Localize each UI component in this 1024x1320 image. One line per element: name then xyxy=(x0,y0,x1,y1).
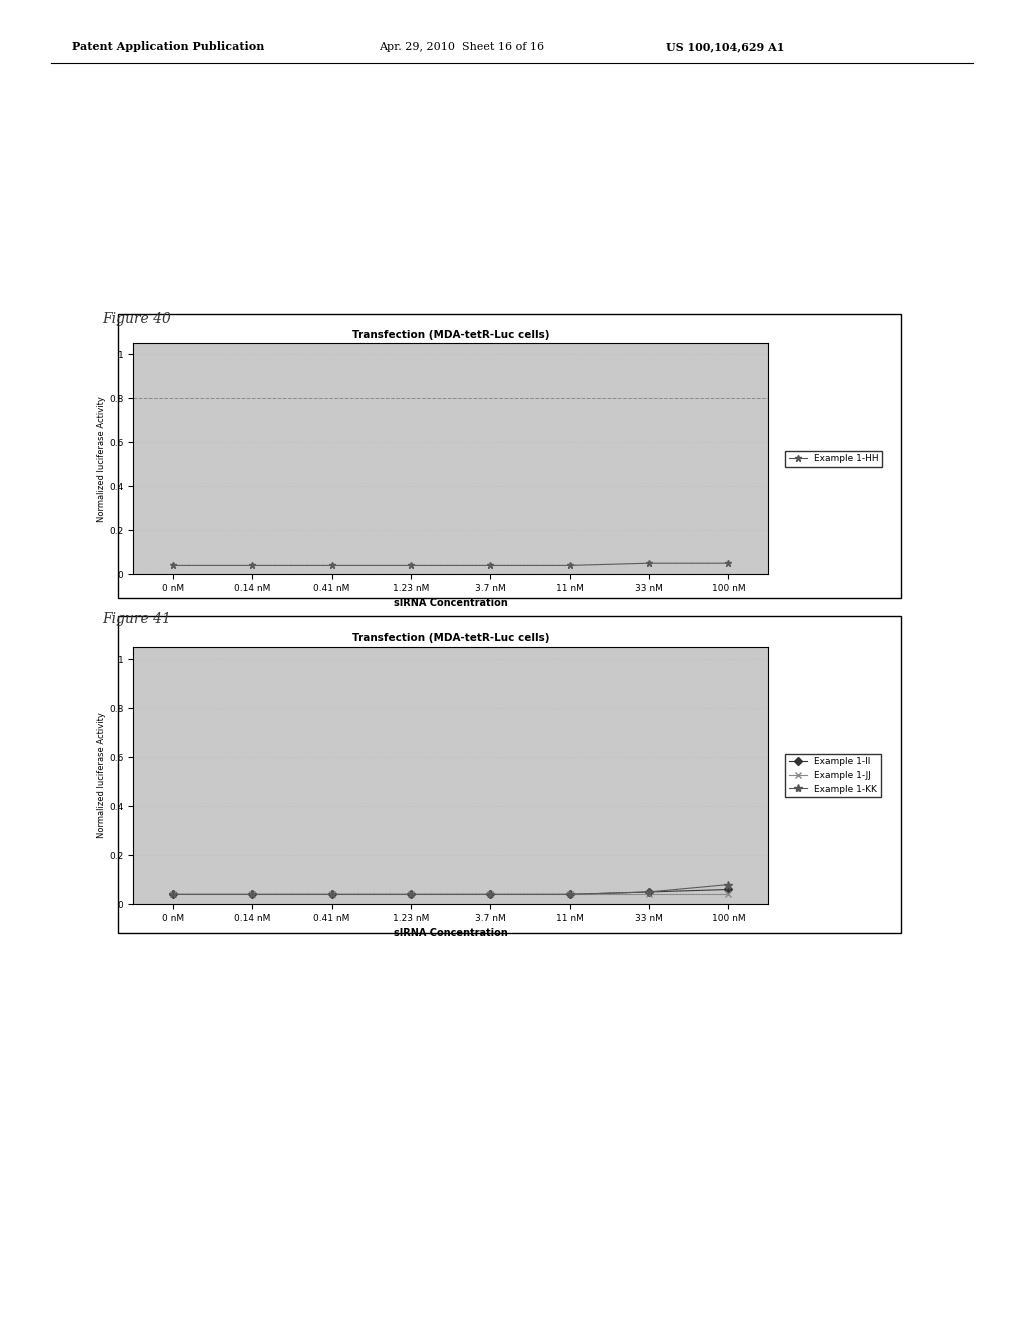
Line: Example 1-KK: Example 1-KK xyxy=(169,880,732,899)
Example 1-II xyxy=(643,884,655,900)
Example 1-JJ xyxy=(563,887,575,903)
Example 1-HH xyxy=(404,557,417,573)
Text: Apr. 29, 2010  Sheet 16 of 16: Apr. 29, 2010 Sheet 16 of 16 xyxy=(379,42,544,53)
Example 1-II xyxy=(484,887,497,903)
Text: Patent Application Publication: Patent Application Publication xyxy=(72,41,264,53)
Example 1-JJ xyxy=(167,887,179,903)
Example 1-HH xyxy=(326,557,338,573)
Line: Example 1-II: Example 1-II xyxy=(170,887,731,898)
Example 1-KK xyxy=(643,884,655,900)
Example 1-HH xyxy=(246,557,258,573)
Legend: Example 1-HH: Example 1-HH xyxy=(785,450,883,467)
X-axis label: sIRNA Concentration: sIRNA Concentration xyxy=(393,598,508,609)
Example 1-KK xyxy=(167,887,179,903)
Example 1-HH xyxy=(167,557,179,573)
Line: Example 1-JJ: Example 1-JJ xyxy=(169,891,732,898)
Example 1-HH xyxy=(643,556,655,572)
Example 1-II xyxy=(722,882,734,898)
Example 1-JJ xyxy=(246,887,258,903)
Example 1-II xyxy=(246,887,258,903)
Example 1-II xyxy=(563,887,575,903)
Example 1-JJ xyxy=(404,887,417,903)
Example 1-HH xyxy=(563,557,575,573)
Example 1-KK xyxy=(404,887,417,903)
Text: Figure 41: Figure 41 xyxy=(102,612,171,626)
Example 1-II xyxy=(404,887,417,903)
Example 1-HH xyxy=(484,557,497,573)
Example 1-II xyxy=(167,887,179,903)
Legend: Example 1-II, Example 1-JJ, Example 1-KK: Example 1-II, Example 1-JJ, Example 1-KK xyxy=(785,754,881,797)
Example 1-JJ xyxy=(643,887,655,903)
Text: Figure 40: Figure 40 xyxy=(102,313,171,326)
Example 1-JJ xyxy=(484,887,497,903)
Example 1-JJ xyxy=(722,887,734,903)
Y-axis label: Normalized luciferase Activity: Normalized luciferase Activity xyxy=(97,713,106,838)
Example 1-KK xyxy=(722,876,734,892)
X-axis label: sIRNA Concentration: sIRNA Concentration xyxy=(393,928,508,939)
Title: Transfection (MDA-tetR-Luc cells): Transfection (MDA-tetR-Luc cells) xyxy=(352,634,549,643)
Example 1-JJ xyxy=(326,887,338,903)
Text: US 100,104,629 A1: US 100,104,629 A1 xyxy=(666,41,784,53)
Y-axis label: Normalized luciferase Activity: Normalized luciferase Activity xyxy=(97,396,106,521)
Title: Transfection (MDA-tetR-Luc cells): Transfection (MDA-tetR-Luc cells) xyxy=(352,330,549,339)
Example 1-KK xyxy=(326,887,338,903)
Example 1-KK xyxy=(563,887,575,903)
Example 1-II xyxy=(326,887,338,903)
Line: Example 1-HH: Example 1-HH xyxy=(169,560,732,569)
Example 1-KK xyxy=(484,887,497,903)
Example 1-HH xyxy=(722,556,734,572)
Example 1-KK xyxy=(246,887,258,903)
